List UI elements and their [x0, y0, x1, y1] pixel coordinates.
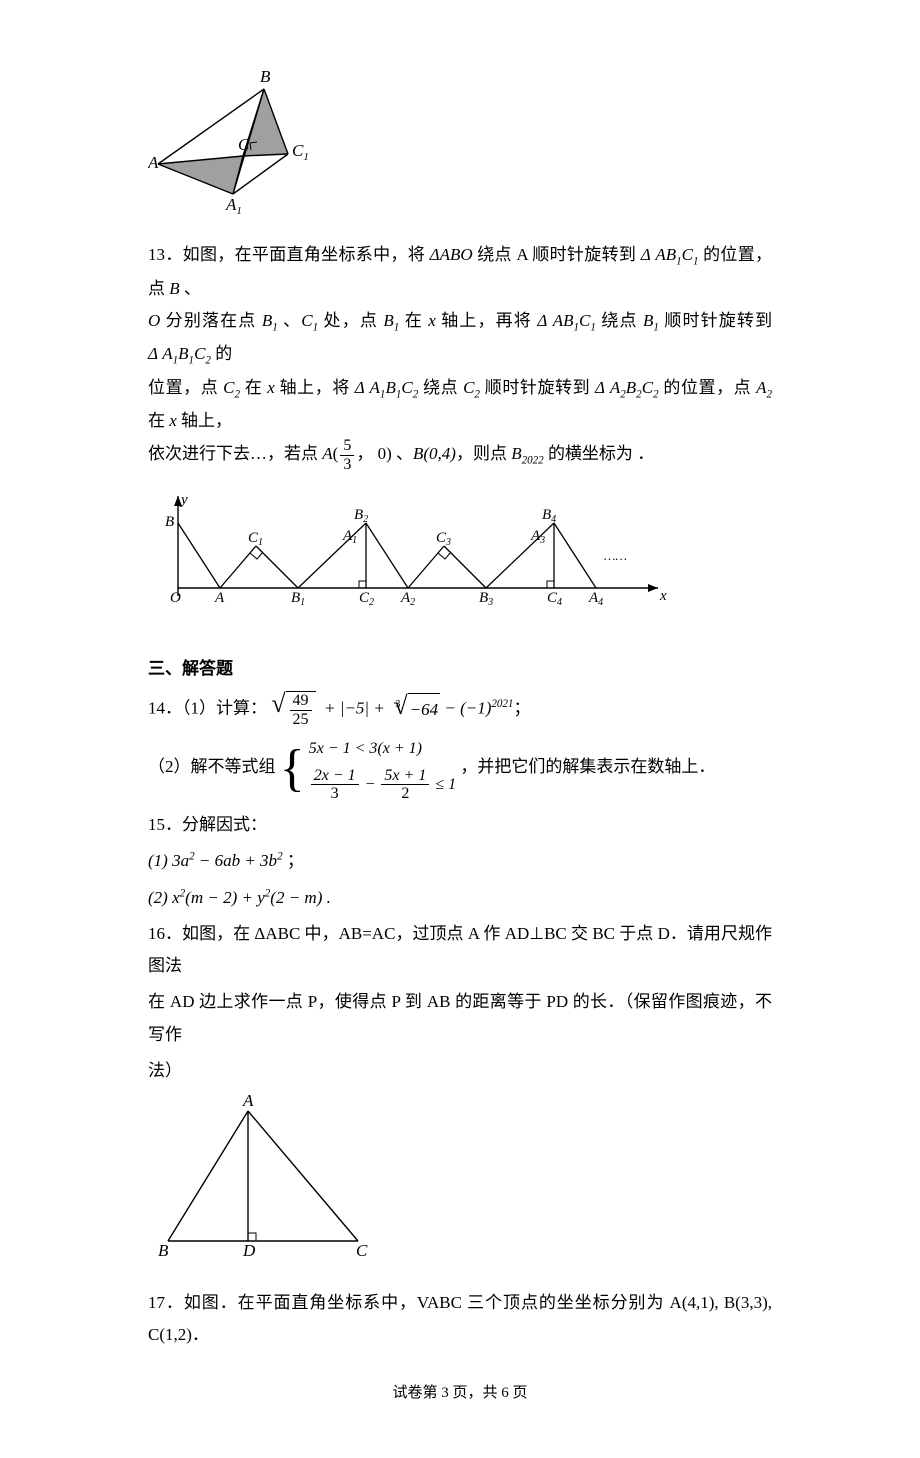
lbl-C: C [238, 135, 250, 154]
section3-header: 三、解答题 [148, 653, 772, 685]
q13-svg: O B y x A C1 B1 B2 A1 C2 A2 C3 B3 B4 A3 … [148, 478, 678, 618]
lbl-A: A [148, 153, 159, 172]
page-footer: 试卷第 3 页，共 6 页 [148, 1379, 772, 1408]
q12-svg: A B C C1 A1 [148, 64, 318, 214]
svg-text:O: O [170, 590, 181, 606]
svg-text:C2: C2 [359, 590, 374, 608]
svg-text:A1: A1 [342, 528, 357, 546]
svg-text:A3: A3 [530, 528, 545, 546]
svg-text:A4: A4 [588, 590, 603, 608]
q15-p1: (1) 3a2 − 6ab + 3b2 ； [148, 845, 772, 877]
q13-para: 13．如图，在平面直角坐标系中，将 ΔABO 绕点 A 顺时针旋转到 Δ AB1… [148, 239, 772, 473]
svg-text:A: A [214, 590, 225, 606]
svg-text:D: D [242, 1241, 256, 1260]
q16-figure: A B C D [148, 1091, 772, 1272]
inequality-system: { 5x − 1 < 3(x + 1) 2x − 13 − 5x + 12 ≤ … [280, 732, 456, 805]
svg-text:B3: B3 [479, 590, 493, 608]
svg-text:B: B [158, 1241, 169, 1260]
q13-figure: O B y x A C1 B1 B2 A1 C2 A2 C3 B3 B4 A3 … [148, 478, 772, 629]
lbl-B: B [260, 67, 271, 86]
svg-text:……: …… [604, 548, 627, 563]
svg-text:B1: B1 [291, 590, 305, 608]
svg-text:B: B [165, 514, 174, 530]
sqrt-49-25: √4925 [271, 691, 315, 728]
q14-line1: 14．（1）计算： √4925 + |−5| + 3 √−64 − (−1)20… [148, 691, 772, 728]
q16-l3: 法） [148, 1055, 772, 1087]
svg-text:y: y [179, 492, 188, 508]
q13-lead: 13．如图，在平面直角坐标系中，将 [148, 245, 430, 264]
q16-l2: 在 AD 边上求作一点 P，使得点 P 到 AB 的距离等于 PD 的长．（保留… [148, 986, 772, 1051]
lbl-C1: C1 [292, 141, 309, 163]
q15-p2: (2) x2(m − 2) + y2(2 − m) . [148, 882, 772, 914]
svg-text:C4: C4 [547, 590, 562, 608]
q15-title: 15．分解因式： [148, 809, 772, 841]
q12-figure: A B C C1 A1 [148, 64, 772, 225]
svg-text:C: C [356, 1241, 368, 1260]
lbl-A1: A1 [225, 195, 242, 214]
cuberoot: 3 √−64 [393, 693, 440, 726]
q16-l1: 16．如图，在 ΔABC 中，AB=AC，过顶点 A 作 AD⊥BC 交 BC … [148, 918, 772, 983]
svg-text:A2: A2 [400, 590, 415, 608]
svg-text:A: A [242, 1091, 254, 1110]
svg-text:x: x [659, 588, 667, 604]
q17-line: 17．如图．在平面直角坐标系中，VABC 三个顶点的坐坐标分别为 A(4,1),… [148, 1287, 772, 1352]
svg-text:B2: B2 [354, 507, 368, 525]
svg-text:C3: C3 [436, 530, 451, 548]
svg-text:C1: C1 [248, 530, 263, 548]
q14-line2: （2）解不等式组 { 5x − 1 < 3(x + 1) 2x − 13 − 5… [148, 732, 772, 805]
q16-svg: A B C D [148, 1091, 378, 1261]
svg-text:B4: B4 [542, 507, 556, 525]
